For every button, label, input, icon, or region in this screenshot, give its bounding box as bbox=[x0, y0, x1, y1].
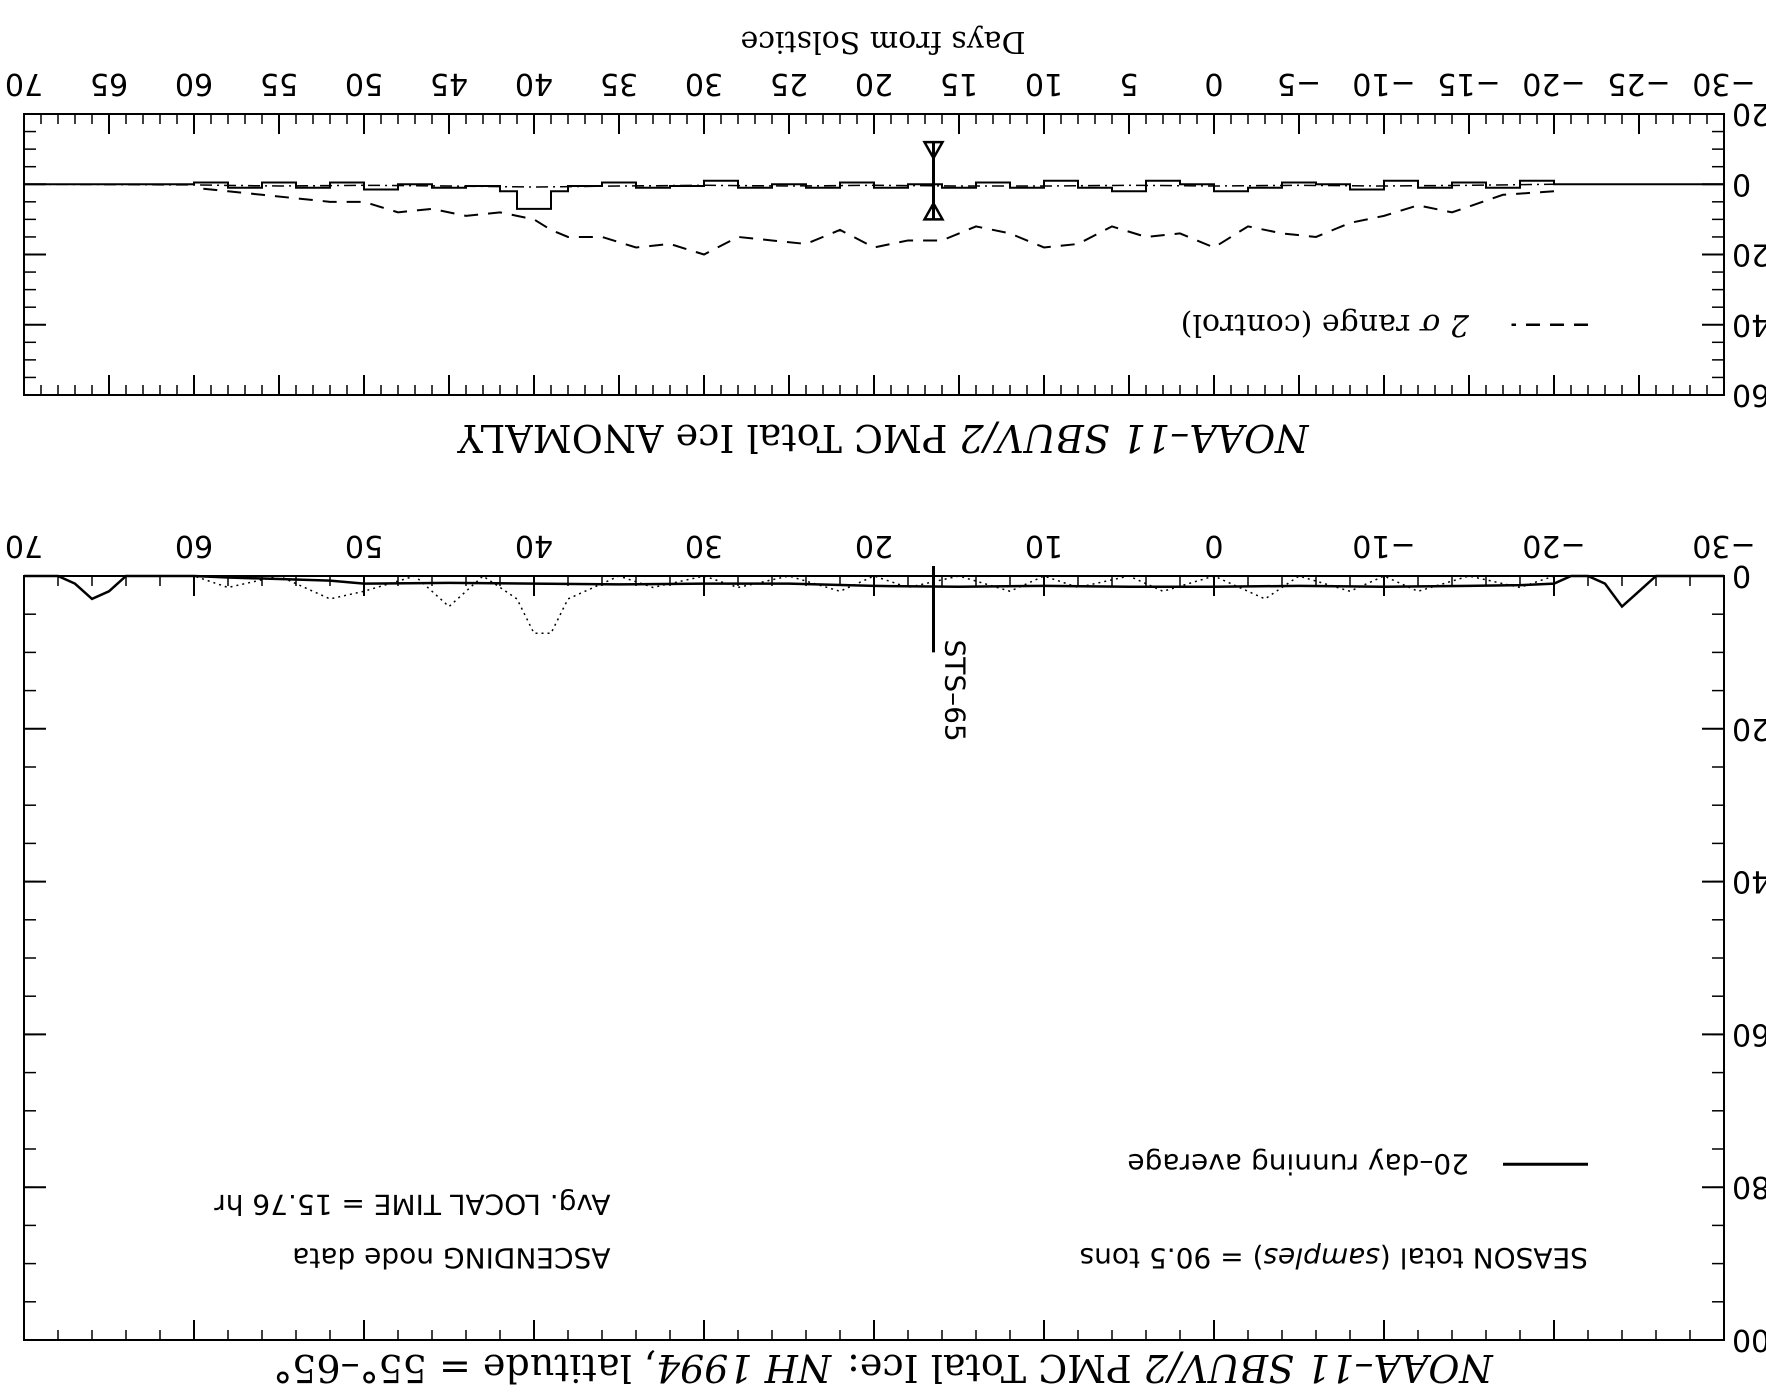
x-tick-label: 70 bbox=[5, 528, 43, 563]
x-tick-label: −5 bbox=[1277, 66, 1321, 101]
y-tick-label: 60 bbox=[1732, 377, 1766, 412]
anomaly-series-line bbox=[24, 179, 1724, 210]
event-triangle-bottom bbox=[922, 200, 945, 221]
x-tick-label: 10 bbox=[1025, 66, 1063, 101]
running-average-legend-label: 20–day running average bbox=[1127, 1147, 1469, 1180]
y-tick-label: 20 bbox=[1732, 237, 1766, 272]
x-tick-label: 40 bbox=[515, 66, 553, 101]
anomaly-ticks: −30 −25 −20 −15 −10 −5 0 5 10 15 20 25 30 35 40 45 50 55 6… bbox=[5, 66, 1766, 412]
x-tick-label: 65 bbox=[90, 66, 128, 101]
x-tick-label: 20 bbox=[855, 528, 893, 563]
x-tick-label: 60 bbox=[175, 66, 213, 101]
x-tick-label: 30 bbox=[685, 528, 723, 563]
y-tick-label: 0 bbox=[1732, 166, 1751, 201]
x-tick-label: 10 bbox=[1025, 528, 1063, 563]
sts65-event-marker: STS–65 bbox=[932, 566, 972, 742]
total-ice-plot-frame bbox=[23, 575, 1725, 1341]
x-tick-label: −30 bbox=[1692, 528, 1755, 563]
anomaly-series bbox=[23, 179, 1724, 256]
season-total-text: SEASON total (samples) = 90.5 tons bbox=[1080, 1241, 1588, 1274]
y-tick-label: 20 bbox=[1732, 711, 1766, 746]
total-ice-ticks: −30 −20 −10 0 10 20 30 40 50 60 70 0 20 40 60 80 100 bbox=[5, 528, 1766, 1357]
x-tick-label: 0 bbox=[1204, 66, 1223, 101]
x-tick-label: −10 bbox=[1352, 66, 1415, 101]
x-tick-label: 50 bbox=[345, 528, 383, 563]
y-tick-label: 80 bbox=[1732, 1169, 1766, 1204]
event-triangle-top bbox=[922, 140, 945, 161]
x-tick-label: 20 bbox=[855, 66, 893, 101]
x-tick-label: −15 bbox=[1437, 66, 1500, 101]
anomaly-event-marker bbox=[922, 140, 945, 221]
sigma-range-line bbox=[193, 186, 1555, 256]
node-text: ASCENDING node data bbox=[292, 1241, 610, 1274]
x-tick-label: −10 bbox=[1352, 528, 1415, 563]
y-tick-label: 60 bbox=[1732, 1016, 1766, 1051]
running-average-line bbox=[24, 574, 1724, 609]
total-ice-title: NOAA–11SBUV/2PMC Total Ice:NH 1994, lati… bbox=[273, 1346, 1494, 1390]
x-tick-label: 45 bbox=[430, 66, 468, 101]
y-tick-label: −20 bbox=[1732, 96, 1766, 131]
anomaly-panel: NOAA–11SBUV/2PMC Total Ice ANOMALY −30−2… bbox=[5, 24, 1766, 460]
x-tick-label: 60 bbox=[175, 528, 213, 563]
y-tick-label: 40 bbox=[1732, 307, 1766, 342]
x-axis-label: Days from Solstice bbox=[740, 24, 1025, 59]
anomaly-mean-line bbox=[23, 183, 1724, 188]
x-tick-label: −25 bbox=[1607, 66, 1670, 101]
x-tick-label: −20 bbox=[1522, 66, 1585, 101]
x-tick-label: 70 bbox=[5, 66, 43, 101]
x-tick-label: 25 bbox=[770, 66, 808, 101]
x-tick-label: 30 bbox=[685, 66, 723, 101]
x-tick-label: 5 bbox=[1119, 66, 1138, 101]
x-tick-label: 35 bbox=[600, 66, 638, 101]
local-time-text: Avg. LOCAL TIME = 15.76 hr bbox=[214, 1188, 611, 1221]
total-ice-series bbox=[24, 574, 1724, 635]
total-ice-panel: NOAA–11SBUV/2PMC Total Ice:NH 1994, lati… bbox=[5, 528, 1766, 1390]
anomaly-plot-frame bbox=[23, 113, 1725, 396]
x-tick-label: −20 bbox=[1522, 528, 1585, 563]
x-tick-label: 0 bbox=[1204, 528, 1223, 563]
sts65-label: STS–65 bbox=[939, 639, 972, 741]
y-tick-label: 100 bbox=[1732, 1322, 1766, 1357]
x-tick-label: 15 bbox=[940, 66, 978, 101]
x-tick-label: 50 bbox=[345, 66, 383, 101]
anomaly-title: NOAA–11SBUV/2PMC Total Ice ANOMALY bbox=[457, 416, 1310, 460]
y-tick-label: 40 bbox=[1732, 864, 1766, 899]
y-tick-label: 0 bbox=[1732, 558, 1751, 593]
sigma-legend-label: 2 σ range (control) bbox=[1181, 307, 1470, 342]
x-tick-label: 40 bbox=[515, 528, 553, 563]
x-tick-label: −30 bbox=[1692, 66, 1755, 101]
x-tick-label: 55 bbox=[260, 66, 298, 101]
